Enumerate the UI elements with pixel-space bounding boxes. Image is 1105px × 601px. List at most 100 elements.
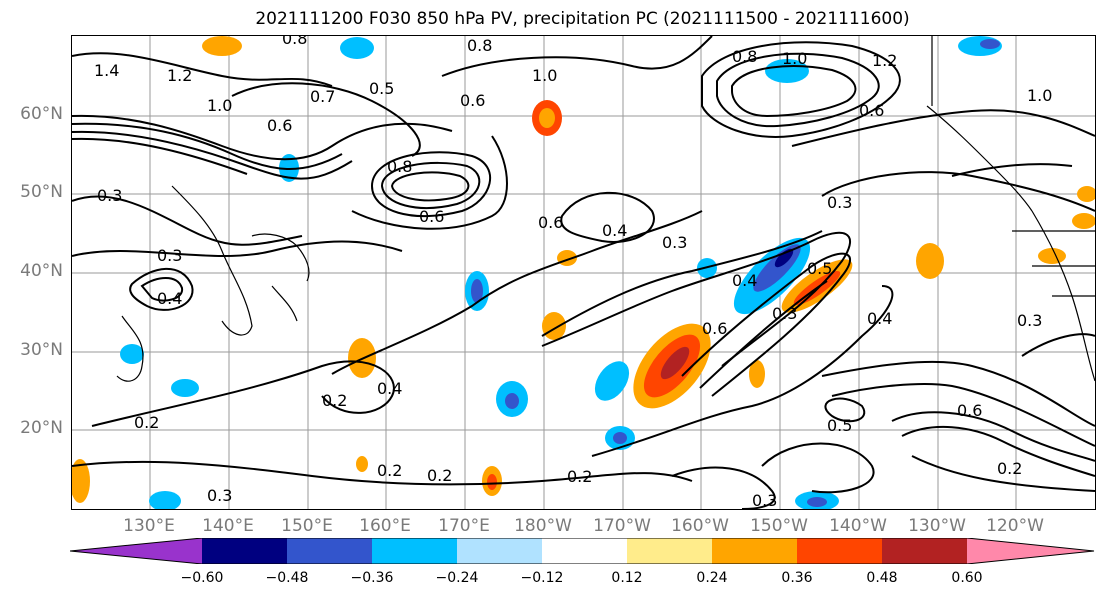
colorbar-arrow-left [70,538,202,564]
colorbar-outline [70,538,1095,564]
contour-label: 0.2 [322,391,347,410]
colorbar-tick: −0.60 [180,570,224,586]
colorbar-segment [797,538,882,564]
precip-positive-area [749,360,765,388]
contour-label: 0.3 [97,186,122,205]
colorbar-tick: −0.36 [350,570,394,586]
lon-label-130e: 130°E [123,516,175,536]
colorbar [70,538,1095,564]
lon-label-140w: 140°W [829,516,887,536]
precip-positive-area [916,243,944,279]
precip-negative-area [279,154,299,182]
precip-shading [72,36,1095,509]
colorbar-tick: −0.48 [265,570,309,586]
contour-label: 0.4 [867,309,892,328]
contour-label: 0.6 [460,91,485,110]
precip-negative-area [171,379,199,397]
contour-label: 0.2 [427,466,452,485]
contour-label: 0.2 [377,461,402,480]
colorbar-segment [457,538,542,564]
pv-contours [72,36,1095,509]
lat-label-50n: 50°N [20,182,63,202]
lon-label-140e: 140°E [202,516,254,536]
contour-label: 0.6 [419,207,444,226]
precip-negative-area [594,361,630,401]
contour-label: 0.3 [772,304,797,323]
contour-label: 0.6 [538,213,563,232]
lat-label-60n: 60°N [20,104,63,124]
contour-label: 1.4 [94,61,119,80]
map-title: 2021111200 F030 850 hPa PV, precipitatio… [255,9,910,29]
contour-label: 0.5 [807,259,832,278]
precip-negative-area [340,37,374,59]
colorbar-tick: 0.24 [696,570,728,586]
contour-label: 0.7 [310,87,335,106]
precip-negative-area [149,491,181,509]
colorbar-segment [627,538,712,564]
contour-label: 0.4 [602,221,627,240]
colorbar-segment [882,538,967,564]
contour-label: 0.3 [1017,311,1042,330]
contour-label: 0.8 [387,157,412,176]
coastlines [116,36,1095,382]
colorbar-tick: 0.36 [781,570,813,586]
colorbar-segment [712,538,797,564]
contour-label: 0.2 [997,459,1022,478]
contour-label: 0.8 [282,36,307,48]
lon-label-170e: 170°E [438,516,490,536]
precip-positive-area [539,108,555,128]
precip-positive-area [1038,248,1066,264]
precip-positive-area [1072,213,1095,229]
precip-negative-area [613,432,627,444]
contour-label: 0.8 [732,47,757,66]
precip-negative-area [774,248,794,268]
map-panel: 0.8 0.8 1.0 1.2 1.4 1.0 0.7 0.5 0.6 0.6 … [71,35,1096,510]
contour-label: 0.3 [662,233,687,252]
lon-label-130w: 130°W [908,516,966,536]
lon-label-170w: 170°W [593,516,651,536]
contour-label: 1.0 [207,96,232,115]
contour-label: 0.3 [827,193,852,212]
precip-positive-area [202,36,242,56]
colorbar-tick: −0.12 [520,570,564,586]
lon-label-160e: 160°E [359,516,411,536]
precip-positive-area [660,346,690,380]
colorbar-tick: 0.48 [866,570,898,586]
precip-negative-area [807,497,827,507]
colorbar-segment [372,538,457,564]
colorbar-tick: −0.24 [435,570,479,586]
precip-negative-area [980,39,1000,49]
contour-label: 0.4 [732,271,757,290]
precip-positive-area [487,474,497,490]
contour-label: 1.0 [1027,86,1052,105]
contour-label: 0.6 [702,319,727,338]
precip-negative-area [471,279,483,303]
contour-label: 0.2 [567,467,592,486]
map-canvas: 0.8 0.8 1.0 1.2 1.4 1.0 0.7 0.5 0.6 0.6 … [72,36,1095,509]
colorbar-arrow-right [967,538,1094,564]
precip-negative-area [120,344,144,364]
contour-label: 0.2 [134,413,159,432]
contour-label: 0.3 [207,486,232,505]
contour-label: 1.0 [532,66,557,85]
lon-label-150e: 150°E [281,516,333,536]
lon-label-160w: 160°W [671,516,729,536]
contour-label: 0.3 [157,246,182,265]
contour-label: 0.6 [267,116,292,135]
precip-positive-area [542,312,566,340]
contour-label: 0.6 [957,401,982,420]
colorbar-tick: 0.60 [951,570,983,586]
contour-label: 1.0 [782,49,807,68]
precip-positive-area [1077,186,1095,202]
colorbar-tick: 0.12 [611,570,643,586]
colorbar-segment [287,538,372,564]
contour-label: 1.2 [167,66,192,85]
contour-label: 0.8 [467,36,492,55]
contour-label: 0.4 [157,289,182,308]
contour-label: 1.2 [872,51,897,70]
lon-label-120w: 120°W [986,516,1044,536]
precip-positive-area [72,459,90,503]
precip-negative-area [505,393,519,409]
contour-label: 0.5 [827,416,852,435]
lat-label-20n: 20°N [20,418,63,438]
